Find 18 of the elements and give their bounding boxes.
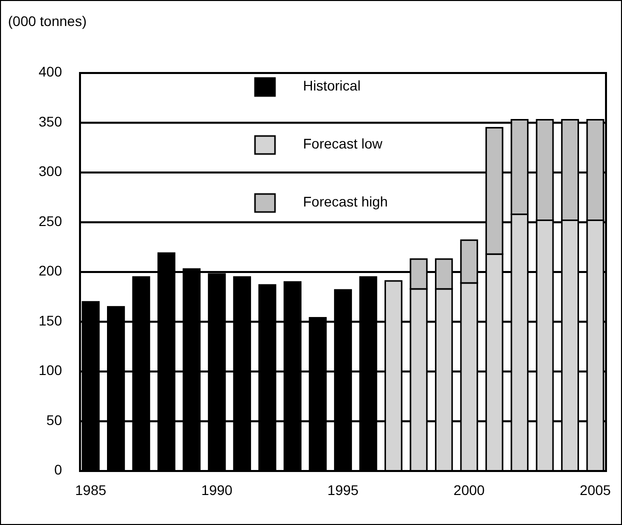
- y-tick-label: 150: [38, 312, 62, 328]
- y-tick-label: 200: [38, 262, 62, 279]
- y-tick-label: 400: [38, 64, 62, 80]
- y-tick-label: 250: [38, 212, 62, 229]
- y-tick-label: 300: [38, 163, 62, 180]
- legend-label: Forecast low: [303, 136, 384, 152]
- y-tick-label: 350: [38, 113, 62, 130]
- x-tick-label: 1990: [201, 482, 233, 498]
- legend-label: Forecast high: [303, 194, 388, 210]
- x-tick-label: 1985: [75, 482, 106, 498]
- x-tick-label: 2005: [580, 482, 612, 498]
- y-tick-label: 100: [38, 362, 62, 378]
- x-tick-label: 2000: [454, 482, 485, 498]
- legend-label: Historical: [303, 78, 361, 94]
- y-tick-label: 50: [46, 412, 62, 428]
- y-tick-label: 0: [54, 462, 62, 478]
- y-axis-title: (000 tonnes): [8, 13, 87, 29]
- x-tick-label: 1995: [327, 482, 359, 498]
